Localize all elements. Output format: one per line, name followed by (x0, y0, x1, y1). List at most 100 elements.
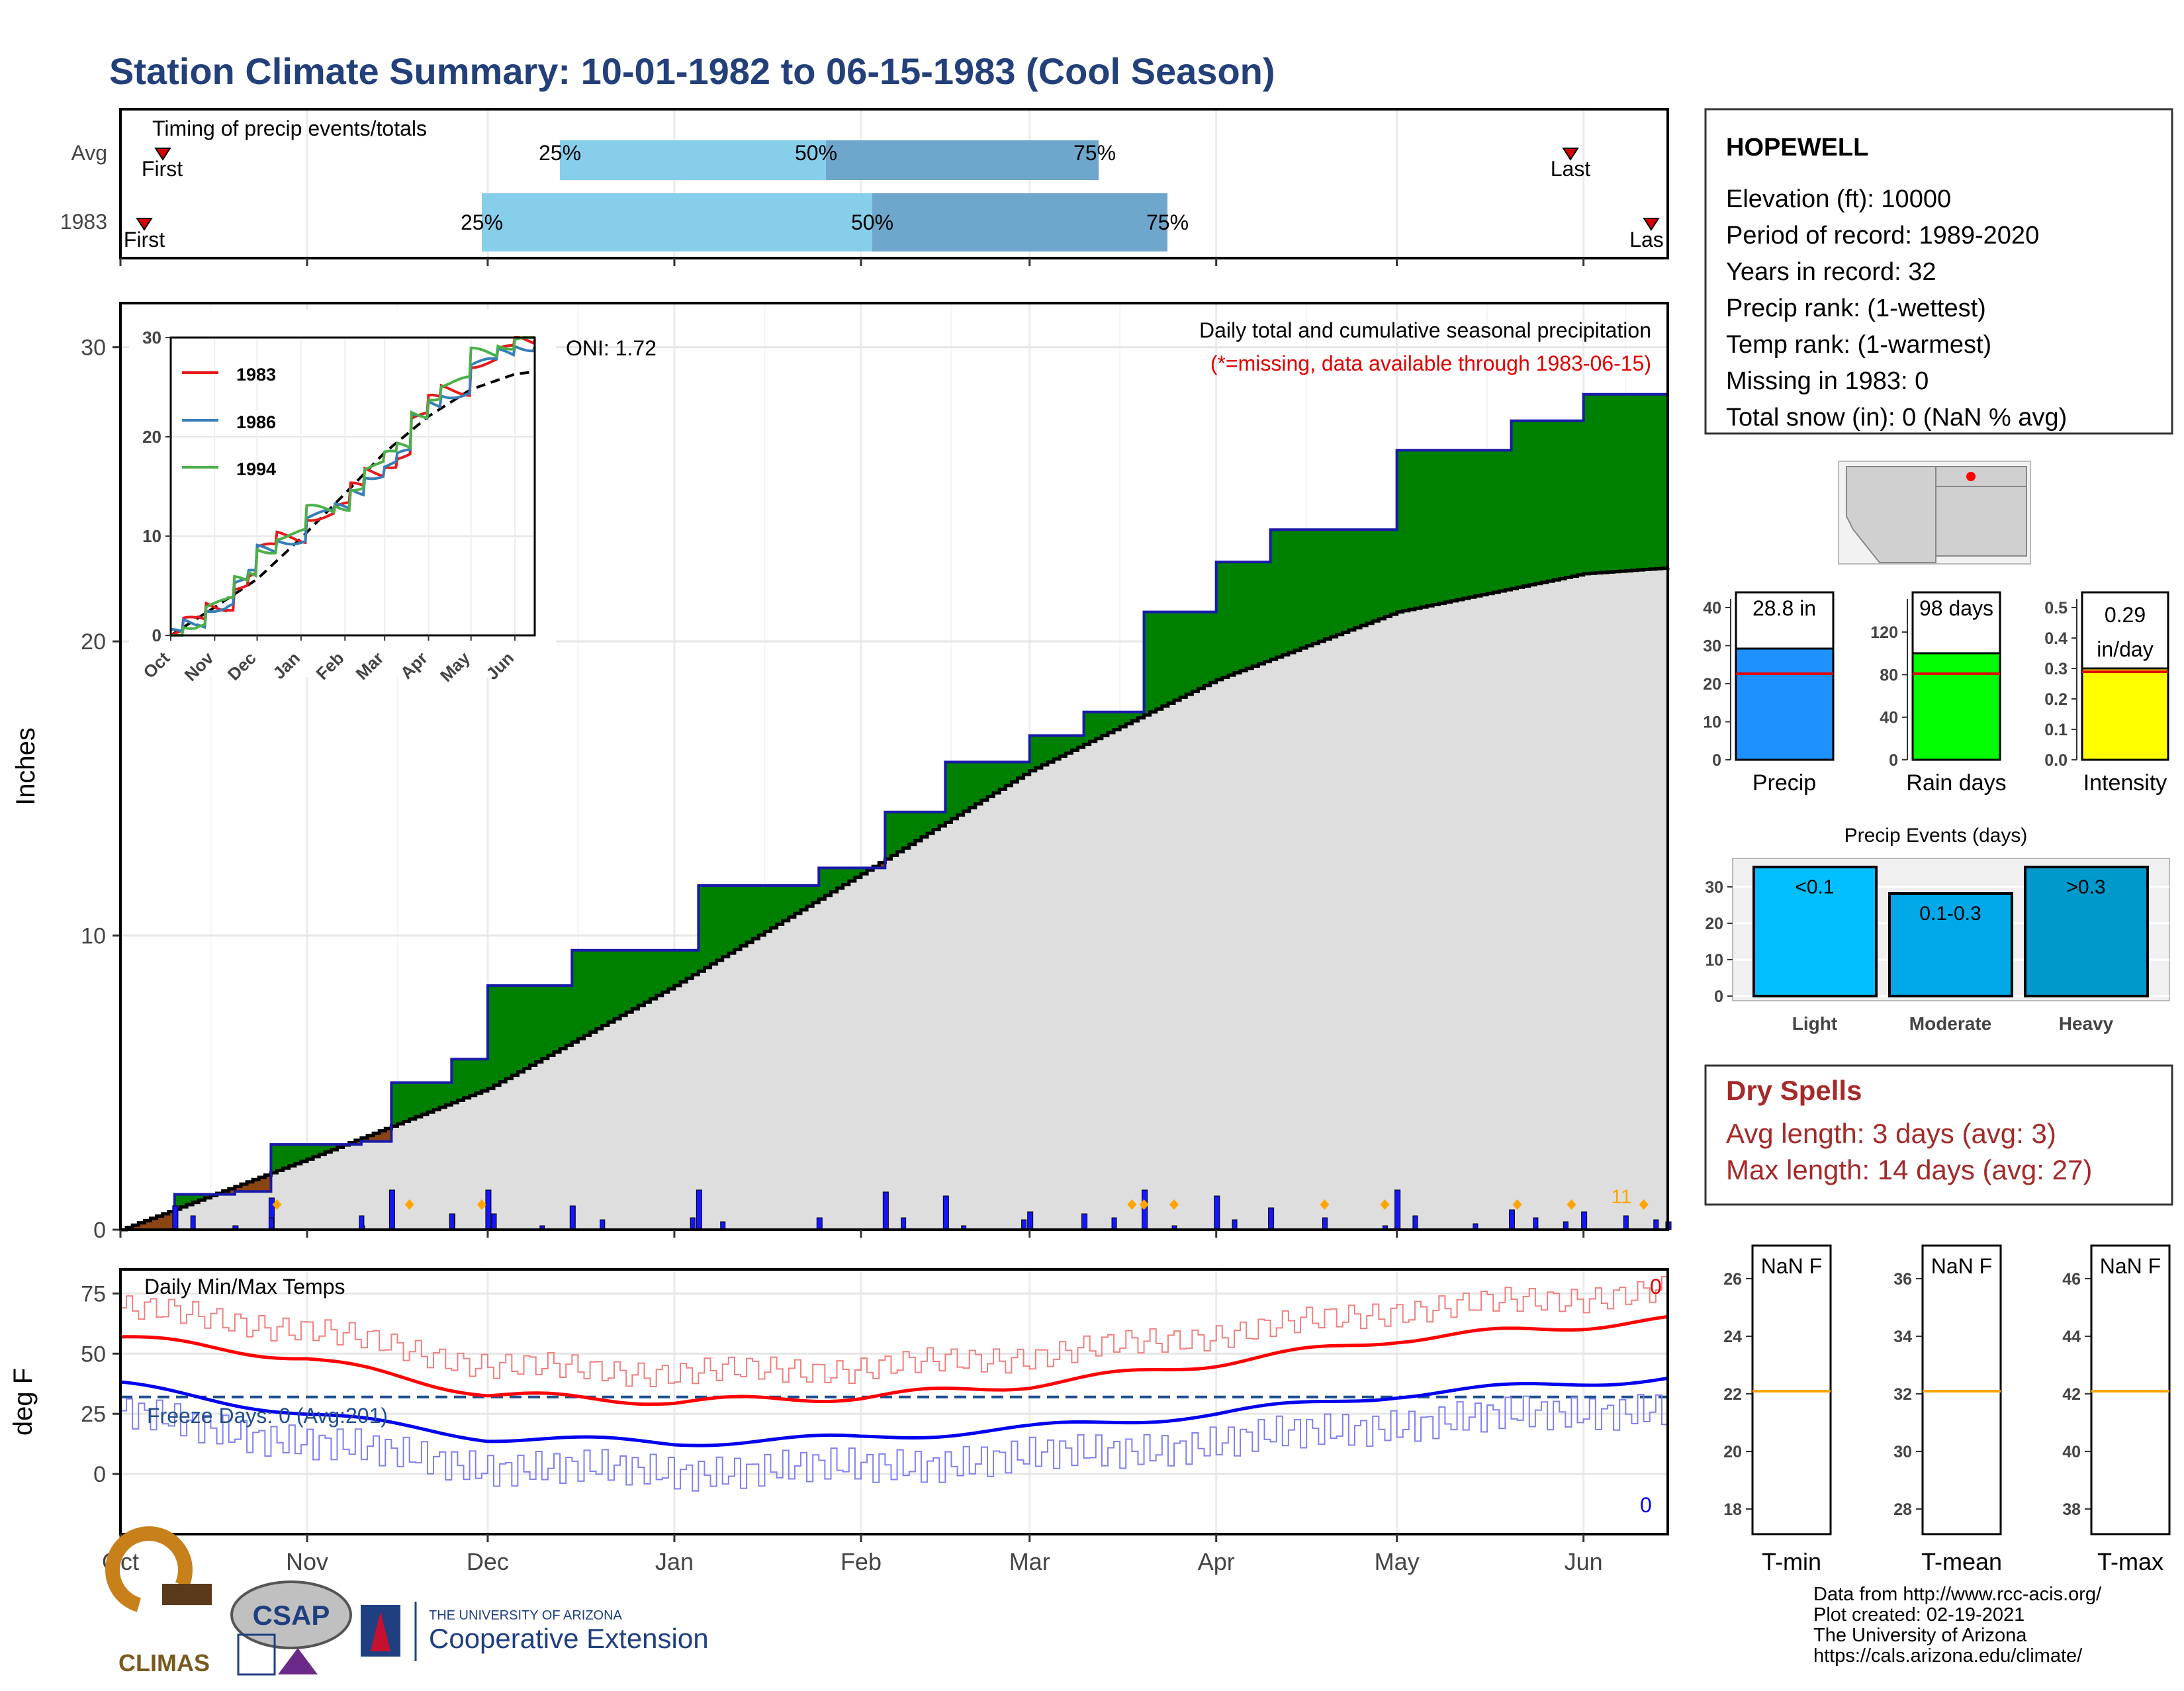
temp-box-ytick-label: 32 (1893, 1385, 1912, 1404)
month-label: Nov (286, 1548, 328, 1575)
y1983-q75-label: 75% (1146, 210, 1189, 234)
events-ytick-label: 10 (1705, 951, 1723, 970)
stat-ytick-label: 30 (1703, 637, 1721, 656)
month-label: Dec (467, 1548, 509, 1575)
temp-box-name: T-min (1762, 1548, 1821, 1575)
station-period: Period of record: 1989-2020 (1726, 222, 2039, 250)
corner-count: 11 (1611, 1186, 1631, 1208)
stat-ytick-label: 0.5 (2044, 599, 2068, 617)
daily-precip-bar (1653, 1219, 1659, 1230)
events-bar-light (1752, 866, 1878, 997)
normal-cumulative-line (120, 567, 1670, 1232)
dry-spells-title: Dry Spells (1726, 1075, 1862, 1106)
stat-bars: 0 10 20 30 40 28.8 in Precip 0 40 80 120 98 day… (1703, 591, 2169, 796)
row-label-avg: Avg (71, 141, 107, 165)
avg-first-label: First (142, 157, 183, 181)
orange-event-marker (404, 1199, 414, 1210)
daily-precip-bar (569, 1205, 576, 1230)
stat-ytick-label: 120 (1870, 623, 1898, 642)
footer: CLIMAS CSAP THE UNIVERSITY OF ARIZONA Co… (105, 1526, 2102, 1676)
daily-precip-bar (1394, 1189, 1401, 1230)
avg-q75-label: 75% (1073, 141, 1116, 165)
ua-small-text: THE UNIVERSITY OF ARIZONA (429, 1608, 623, 1623)
row-label-1983: 1983 (60, 210, 107, 234)
temp-box-ytick-label: 40 (2062, 1443, 2081, 1461)
y1983-q25-q50-bar (482, 193, 872, 251)
orange-event-marker (1639, 1199, 1649, 1210)
stat-ytick-label: 0.3 (2044, 660, 2068, 678)
temperature-boxes: 18 20 22 24 26 NaN F T-min 28 30 32 34 36 NaN F T-mea… (1723, 1244, 2171, 1575)
temp-box-name: T-max (2097, 1548, 2163, 1575)
stat-ytick-label: 0 (1889, 751, 1898, 770)
avg-q50-q75-bar (826, 140, 1099, 180)
temp-box-ytick-label: 38 (2062, 1500, 2081, 1519)
legend-1983: 1983 (236, 365, 276, 385)
inset-ytick-label: 20 (142, 427, 161, 447)
y1983-q50-label: 50% (851, 210, 893, 234)
footer-line-4: https://cals.arizona.edu/climate/ (1813, 1645, 2083, 1667)
temp-box-ytick-label: 22 (1723, 1385, 1742, 1404)
month-label: Feb (841, 1548, 882, 1575)
daily-precip-bar (696, 1189, 702, 1230)
stat-ytick-label: 0.1 (2044, 721, 2068, 739)
inset-ytick-label: 0 (152, 625, 161, 645)
dry-spells-avg: Avg length: 3 days (avg: 3) (1726, 1118, 2056, 1149)
daily-precip-bar (1533, 1217, 1539, 1230)
daily-min-line (120, 1394, 1668, 1492)
stat-ytick-label: 40 (1880, 709, 1898, 727)
climas-text: CLIMAS (118, 1649, 210, 1676)
legend-1994: 1994 (236, 459, 276, 479)
stat-ytick-label: 0.4 (2044, 629, 2068, 648)
daily-precip-bar (172, 1205, 179, 1230)
intensity-bar (2081, 667, 2169, 761)
legend-1986: 1986 (236, 412, 276, 432)
temp-ytick-label: 50 (81, 1342, 106, 1367)
temp-box-ytick-label: 24 (1723, 1328, 1742, 1346)
avg-max-line (120, 1314, 1668, 1406)
orange-event-marker (477, 1199, 486, 1210)
avg-last-label: Last (1551, 157, 1591, 181)
observed-cumulative-line (120, 383, 1669, 1231)
csap-logo: CSAP (230, 1580, 352, 1676)
daily-precip-bar (388, 1189, 395, 1230)
stat-ytick-label: 0 (1712, 751, 1721, 770)
y1983-q25-label: 25% (461, 210, 503, 234)
inset-ytick-label: 30 (142, 328, 161, 347)
temp-box-t-min: 18 20 22 24 26 NaN F T-min (1723, 1244, 1832, 1575)
temperature-panel: 0 25 50 75 Daily Min/Max Temps Freeze Days:… (9, 1268, 1669, 1535)
daily-precip-bar (1021, 1219, 1027, 1230)
daily-precip-bar (268, 1217, 274, 1230)
orange-event-marker (1512, 1199, 1522, 1210)
oni-value: ONI: 1.72 (566, 336, 657, 360)
month-label: May (1375, 1548, 1420, 1575)
precip-ylabel: Inches (11, 727, 40, 805)
precip-ytick-label: 30 (81, 336, 106, 361)
precip-ytick-label: 20 (81, 629, 106, 655)
station-name: HOPEWELL (1726, 134, 1868, 161)
temp-box-ytick-label: 42 (2062, 1385, 2081, 1404)
temp-box-ytick-label: 28 (1893, 1500, 1912, 1519)
daily-precip-bar (1027, 1211, 1034, 1230)
daily-precip-bar (690, 1217, 696, 1230)
avg-q25-label: 25% (539, 141, 581, 165)
csap-text: CSAP (253, 1600, 330, 1631)
avg-min-line (120, 1376, 1668, 1447)
events-moderate-category: Moderate (1909, 1013, 1991, 1034)
precip-total-bar-panel: 0 10 20 30 40 28.8 in Precip (1703, 591, 1835, 796)
temp-box-ytick-label: 20 (1723, 1443, 1742, 1461)
month-label: Apr (1198, 1548, 1235, 1575)
daily-precip-bar (1508, 1209, 1515, 1230)
temp-box-ytick-label: 34 (1893, 1328, 1912, 1346)
normal-cumulative-area (120, 568, 1668, 1230)
max-count: 0 (1650, 1275, 1662, 1299)
events-ytick-label: 20 (1705, 915, 1723, 933)
rain-days-bar-name: Rain days (1906, 770, 2006, 796)
events-heavy-label: >0.3 (2066, 876, 2105, 898)
rain-days-label: 98 days (1919, 596, 1993, 620)
precip-total-label: 28.8 in (1752, 596, 1816, 620)
daily-precip-bar (901, 1217, 907, 1230)
daily-precip-bar (190, 1215, 196, 1230)
daily-precip-bar (1322, 1217, 1328, 1230)
month-label: Mar (1009, 1548, 1050, 1575)
